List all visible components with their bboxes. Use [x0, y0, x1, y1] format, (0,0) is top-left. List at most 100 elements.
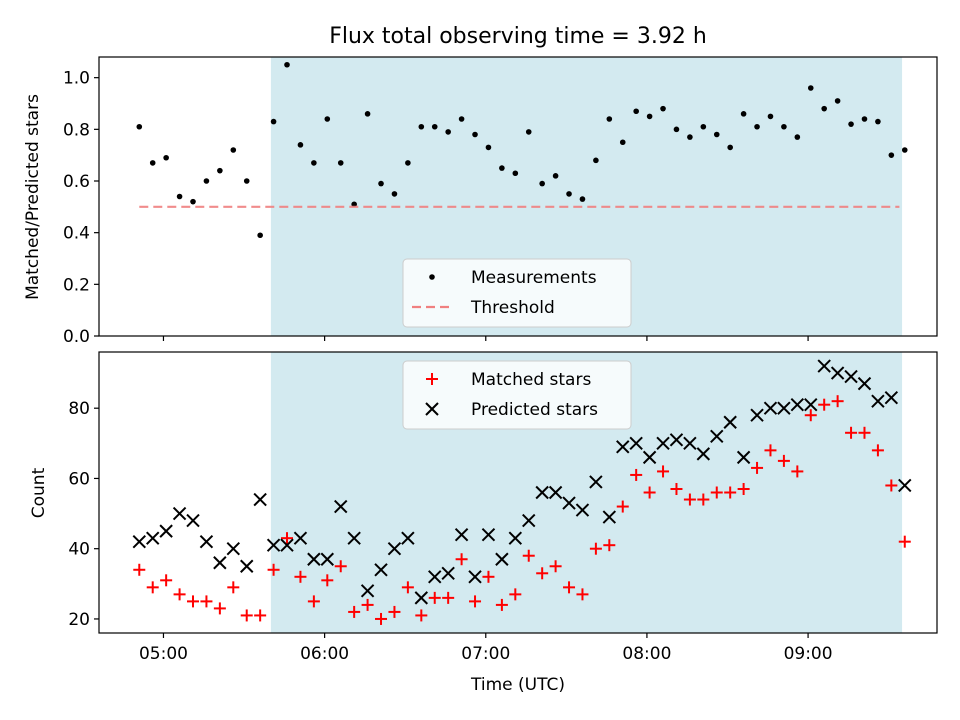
- y-tick-label-bottom: 40: [68, 540, 90, 560]
- legend-threshold-label: Threshold: [470, 298, 555, 318]
- measurement-point: [539, 180, 545, 187]
- legend-predicted-label: Predicted stars: [471, 400, 598, 420]
- measurement-point: [351, 201, 357, 208]
- matched-star-point: [388, 605, 401, 618]
- matched-star-point: [657, 465, 670, 478]
- predicted-star-point: [884, 390, 899, 405]
- predicted-star-point: [589, 475, 603, 489]
- measurement-point: [445, 129, 451, 135]
- predicted-star-point: [132, 534, 146, 549]
- x-tick-label: 08:00: [622, 644, 671, 664]
- matched-star-point: [791, 465, 804, 478]
- matched-star-point: [401, 581, 414, 594]
- y-tick-label-top: 0.2: [63, 275, 90, 295]
- matched-star-point: [831, 395, 844, 408]
- predicted-star-point: [307, 552, 321, 566]
- measurement-point: [700, 123, 707, 130]
- legend-measurements-marker: [429, 274, 435, 280]
- matched-star-point: [375, 612, 388, 625]
- predicted-star-point: [226, 541, 241, 556]
- legend-x-glyph: [425, 402, 439, 416]
- matched-star-point: [348, 605, 361, 618]
- measurement-point: [834, 98, 841, 104]
- matched-star-point: [200, 595, 213, 608]
- predicted-star-point: [696, 447, 711, 461]
- matched-star-point: [294, 570, 307, 583]
- measurement-point: [284, 61, 290, 68]
- matched-star-point: [630, 468, 643, 481]
- measurement-point: [673, 126, 680, 133]
- measurement-point: [163, 154, 169, 161]
- predicted-star-point: [575, 503, 590, 517]
- top-plot-frame: [98, 56, 938, 337]
- legend-predicted-marker: [425, 402, 439, 416]
- predicted-star-point: [240, 559, 254, 573]
- measurement-point: [794, 134, 801, 140]
- legend-matched-label: Matched stars: [471, 370, 591, 390]
- predicted-star-point: [616, 440, 630, 454]
- predicted-star-point: [723, 415, 737, 429]
- measurement-point: [136, 123, 143, 130]
- matched-star-point: [818, 398, 831, 411]
- measurement-point: [324, 116, 331, 122]
- matched-star-point: [670, 482, 683, 495]
- predicted-star-point: [468, 570, 482, 584]
- measurement-point: [431, 123, 438, 130]
- x-axis-label: Time (UTC): [470, 675, 565, 695]
- predicted-star-point: [334, 499, 348, 514]
- predicted-star-point: [777, 401, 791, 415]
- matched-star-point: [213, 602, 226, 615]
- measurement-point: [311, 160, 317, 166]
- predicted-star-point: [481, 527, 496, 542]
- matched-star-point: [240, 609, 253, 622]
- measurement-point: [297, 142, 304, 148]
- predicted-star-point: [522, 513, 536, 528]
- measurement-point: [499, 165, 505, 171]
- y-tick-label-bottom: 20: [68, 610, 90, 630]
- matched-star-point: [616, 500, 629, 513]
- predicted-star-point: [844, 369, 858, 384]
- matched-star-point: [777, 454, 790, 467]
- predicted-star-point: [387, 541, 402, 556]
- measurement-point: [646, 113, 653, 120]
- y-tick-label-top: 1.0: [63, 69, 90, 89]
- matched-star-point: [133, 563, 146, 576]
- x-tick-label: 06:00: [300, 644, 349, 664]
- x-tick-label: 07:00: [461, 644, 510, 664]
- predicted-star-point: [710, 429, 724, 444]
- measurement-point: [660, 105, 666, 112]
- measurement-point: [217, 167, 223, 174]
- measurement-point: [270, 118, 277, 125]
- legend-box-top: [402, 258, 632, 328]
- predicted-star-point: [871, 394, 885, 408]
- predicted-star-point: [642, 450, 657, 465]
- legend-plus-glyph: [426, 373, 438, 385]
- measurement-point: [472, 131, 478, 138]
- predicted-star-point: [804, 397, 818, 412]
- y-tick-label-bottom: 80: [68, 399, 90, 419]
- predicted-star-point: [441, 566, 455, 580]
- measurement-point: [190, 198, 196, 205]
- measurement-point: [606, 116, 613, 122]
- predicted-star-point: [683, 436, 697, 451]
- measurement-point: [633, 108, 639, 115]
- predicted-star-point: [172, 506, 187, 521]
- measurement-point: [687, 134, 693, 140]
- predicted-star-point: [548, 485, 563, 500]
- matched-star-point: [858, 426, 871, 439]
- predicted-star-point: [374, 563, 388, 577]
- predicted-star-point: [428, 570, 442, 584]
- measurement-point: [485, 144, 492, 151]
- measurement-point: [821, 105, 827, 112]
- measurement-point: [458, 116, 465, 122]
- matched-star-point: [643, 486, 656, 499]
- matched-star-point: [871, 444, 884, 457]
- matched-star-point: [187, 595, 200, 608]
- measurement-point: [257, 232, 263, 239]
- predicted-star-point: [347, 531, 361, 545]
- matched-star-point: [442, 591, 455, 604]
- measurement-point: [512, 170, 519, 177]
- predicted-star-point: [736, 450, 751, 465]
- predicted-star-point: [253, 492, 267, 507]
